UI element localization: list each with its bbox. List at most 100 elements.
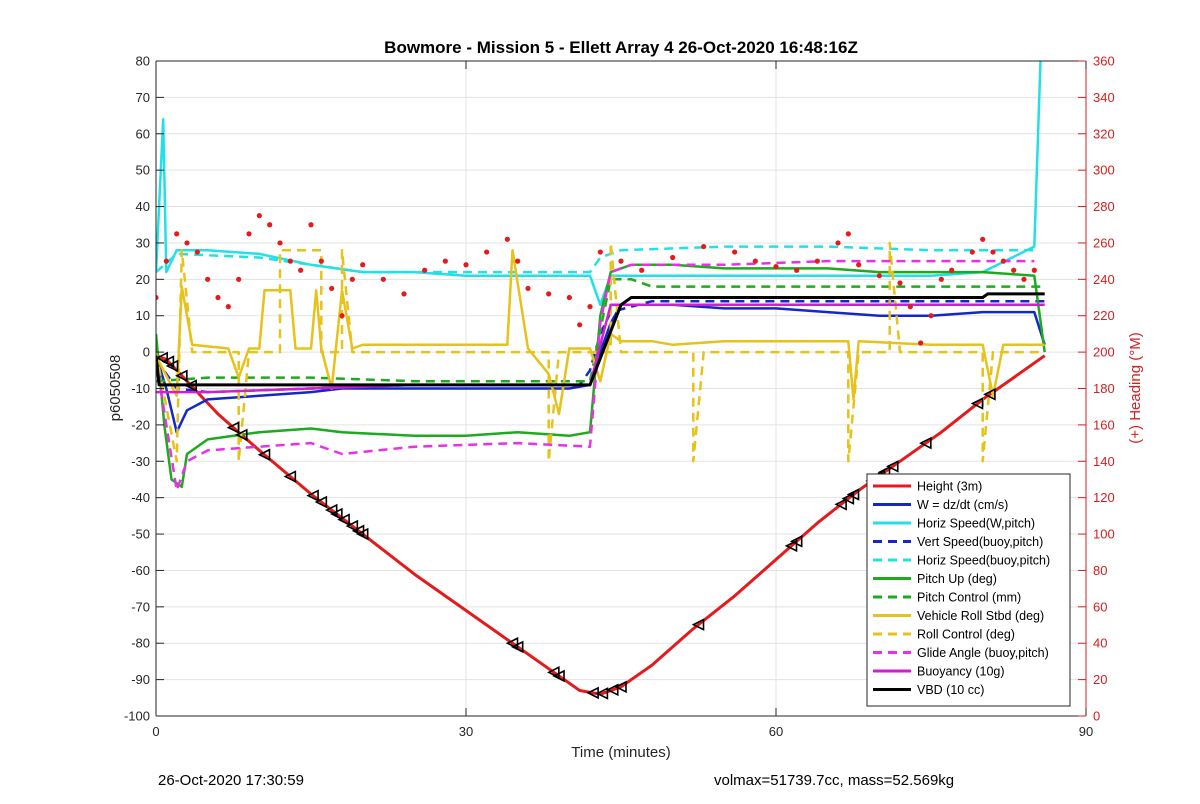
height-marker	[165, 359, 179, 373]
heading-point	[752, 258, 758, 264]
y2-tick-label: 260	[1093, 235, 1115, 250]
y2-tick-label: 180	[1093, 381, 1115, 396]
heading-point	[163, 258, 169, 264]
heading-point	[308, 222, 314, 228]
legend-entry: Vert Speed(buoy,pitch)	[917, 535, 1043, 549]
series-line-6	[156, 278, 1045, 383]
series-line-10	[156, 303, 1045, 394]
height-marker	[691, 618, 705, 631]
y-tick-label: 20	[136, 272, 150, 287]
heading-point	[225, 304, 231, 310]
y-tick-label: 80	[136, 54, 150, 69]
height-marker	[283, 470, 297, 483]
height-marker	[841, 492, 855, 505]
legend-entry: Height (3m)	[917, 480, 982, 494]
legend-entry: VBD (10 cc)	[917, 683, 984, 697]
heading-point	[990, 249, 996, 255]
legend-entry: Pitch Up (deg)	[917, 572, 997, 586]
heading-point	[876, 273, 882, 279]
heading-point	[546, 291, 552, 297]
plot-area	[156, 61, 1046, 700]
y-tick-label: -60	[131, 563, 150, 578]
series-line-3	[156, 299, 1045, 394]
series-line-5	[156, 263, 1046, 489]
legend-entry: Horiz Speed(W,pitch)	[917, 517, 1035, 531]
height-marker	[345, 519, 359, 533]
heading-point	[897, 280, 903, 286]
y2-tick-label: 80	[1093, 563, 1107, 578]
height-marker	[184, 379, 197, 392]
heading-point	[1011, 267, 1017, 273]
legend-entry: W = dz/dt (cm/s)	[917, 498, 1008, 512]
height-marker	[306, 489, 319, 502]
axes: 0 30 60 90-100-90-80-70-60-50-40-30-20-1001…	[124, 54, 1115, 740]
y2-tick-label: 20	[1093, 672, 1107, 687]
footer-volmax-mass: volmax=51739.7cc, mass=52.569kg	[714, 772, 955, 789]
y-tick-label: 10	[136, 308, 150, 323]
y2-tick-label: 120	[1093, 490, 1115, 505]
heading-point	[639, 267, 645, 273]
height-marker	[510, 640, 524, 654]
heading-point	[618, 258, 624, 264]
heading-point	[1000, 258, 1006, 264]
y-tick-label: 0	[143, 345, 150, 360]
height-marker	[846, 488, 860, 501]
heading-point	[980, 236, 986, 242]
heading-point	[422, 267, 428, 273]
height-marker	[234, 428, 248, 442]
heading-point	[949, 267, 955, 273]
heading-point	[442, 258, 448, 264]
heading-point	[794, 267, 800, 273]
y2-tick-label: 240	[1093, 272, 1115, 287]
x-tick-label: 0	[152, 724, 159, 739]
height-marker	[355, 527, 369, 541]
y2-tick-label: 0	[1093, 709, 1100, 724]
heading-point	[577, 322, 583, 328]
heading-point	[401, 291, 407, 297]
height-marker	[161, 355, 175, 368]
series-line-8	[156, 241, 1045, 463]
footer-timestamp: 26-Oct-2020 17:30:59	[158, 772, 304, 789]
y2-tick-label: 300	[1093, 163, 1115, 178]
legend-entry: Pitch Control (mm)	[917, 591, 1021, 605]
heading-point	[504, 236, 510, 242]
height-marker	[834, 498, 847, 511]
height-marker	[330, 507, 343, 521]
y-tick-label: -40	[131, 490, 150, 505]
y-tick-label: -30	[131, 454, 150, 469]
y-tick-label: -80	[131, 636, 150, 651]
heading-point	[701, 243, 707, 250]
y-tick-label: -20	[131, 417, 150, 432]
y2-tick-label: 60	[1093, 599, 1107, 614]
heading-point	[587, 304, 593, 310]
heading-point	[174, 231, 180, 237]
heading-point	[928, 313, 934, 319]
heading-point	[525, 285, 531, 292]
series-group	[156, 61, 1046, 700]
height-marker	[595, 687, 609, 700]
heading-point	[215, 294, 221, 301]
heading-point	[267, 222, 273, 228]
height-marker	[547, 666, 560, 679]
legend-entry: Vehicle Roll Stbd (deg)	[917, 609, 1044, 623]
y-tick-label: 70	[136, 90, 150, 105]
y-axis-label: p6050508	[107, 355, 124, 422]
y2-tick-label: 340	[1093, 90, 1115, 105]
series-line-11	[156, 292, 1045, 387]
y-tick-label: -90	[131, 672, 150, 687]
heading-point	[184, 240, 190, 246]
height-marker	[175, 369, 188, 383]
heading-point	[349, 276, 355, 282]
heading-point	[907, 304, 913, 310]
x-tick-label: 30	[459, 724, 473, 739]
x-axis-label: Time (minutes)	[571, 744, 670, 761]
legend-box	[866, 473, 1071, 707]
heading-point	[566, 294, 572, 301]
legend-entry: Roll Control (deg)	[917, 628, 1015, 642]
heading-point	[1031, 267, 1037, 273]
x-tick-label: 90	[1079, 724, 1093, 739]
height-marker	[324, 503, 338, 517]
heading-point	[938, 276, 944, 282]
y-tick-label: -10	[131, 381, 150, 396]
